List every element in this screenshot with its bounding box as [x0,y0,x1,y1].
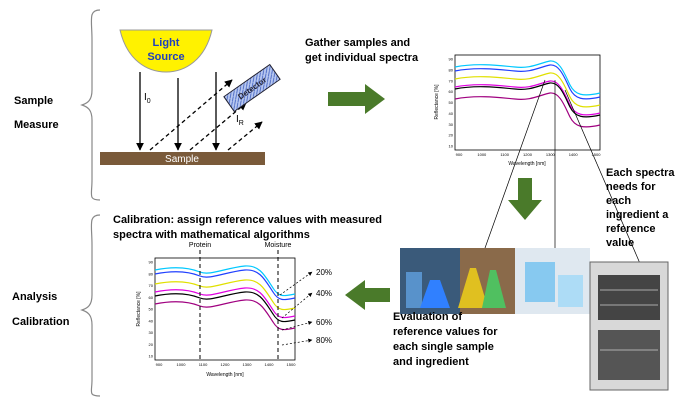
gather-text: Gather samples and [305,37,410,49]
light-label: Source [147,51,184,63]
label: Evaluation of [393,311,462,323]
y-tick-label: 50 [149,307,154,312]
bottom-chart: Protein Moisture 20% 40% 60% 80% 90 80 70 6… [136,242,332,378]
y-tick-label: 60 [449,89,454,94]
label: R [239,120,244,127]
detector: Detector [223,63,281,113]
evaluation-text: Evaluation of reference values for each … [393,311,498,368]
label: 20% [316,268,332,277]
brace [80,9,101,201]
y-tick-label: 50 [449,100,454,105]
x-tick-label: 1100 [199,362,208,367]
label: ingredient a [606,209,669,221]
label: Moisture [265,242,292,249]
gather-text: get individual spectra [305,52,419,64]
label: reference values for [393,326,498,338]
label: reference [606,223,656,235]
y-tick-label: 70 [449,78,454,83]
x-tick-label: 900 [456,152,463,157]
label: Each spectra [606,167,675,179]
section-label: Calibration [12,316,70,328]
arrow [328,84,385,114]
x-tick-label: 1300 [243,362,253,367]
light-label: Light [153,37,180,49]
beams [136,72,263,151]
x-tick-label: 1000 [477,152,487,157]
x-tick-label: 900 [156,362,163,367]
label: each [606,195,631,207]
y-tick-label: 40 [449,111,454,116]
label: 80% [316,336,332,345]
label: Reflectance [%] [136,291,142,327]
y-tick-label: 60 [149,295,154,300]
x-tick-label: 1400 [569,152,579,157]
label: value [606,237,634,249]
i0-label: I0 [144,92,151,105]
y-tick-label: 90 [449,57,454,62]
y-tick-label: 20 [449,133,454,138]
label: 40% [316,289,332,298]
label: Wavelength [nm] [206,372,244,378]
y-tick-label: 80 [149,271,154,276]
y-tick-label: 10 [149,354,154,359]
y-tick-label: 70 [149,283,154,288]
section-label: Analysis [12,291,57,303]
calibration-text: spectra with mathematical algorithms [113,229,310,241]
x-tick-label: 1500 [287,362,297,367]
label: each single sample [393,341,494,353]
label: needs for [606,181,656,193]
label: I [144,92,147,103]
brace [80,214,101,397]
label: 0 [147,98,151,105]
x-tick-label: 1400 [265,362,275,367]
sample-label: Sample [165,154,199,165]
ir-label: IR [236,114,244,127]
label: and ingredient [393,356,469,368]
y-tick-label: 20 [149,342,154,347]
label: Protein [189,242,211,249]
label: I [236,114,239,125]
sample-bar [100,152,265,165]
label: 60% [316,318,332,327]
label: Reflectance [%] [434,84,440,120]
calibration-text: Calibration: assign reference values wit… [113,214,382,226]
lab-photo [400,248,669,391]
arrow [508,178,542,220]
y-tick-label: 40 [149,318,154,323]
x-tick-label: 1200 [221,362,231,367]
x-tick-label: 1100 [500,152,509,157]
light-source [119,29,213,73]
each-spectra-text: Each spectra needs for each ingredient a… [606,167,675,249]
y-tick-label: 30 [149,330,154,335]
x-tick-label: 1200 [523,152,533,157]
y-tick-label: 10 [449,144,454,149]
y-tick-label: 90 [149,260,154,265]
y-tick-label: 80 [449,67,454,72]
x-tick-label: 1500 [592,152,602,157]
section-label: Sample [14,95,53,107]
x-tick-label: 1000 [177,362,187,367]
x-tick-label: 1300 [546,152,556,157]
section-label: Measure [14,119,59,131]
arrow [345,280,390,310]
label: Wavelength [nm] [508,161,546,167]
y-tick-label: 30 [449,122,454,127]
